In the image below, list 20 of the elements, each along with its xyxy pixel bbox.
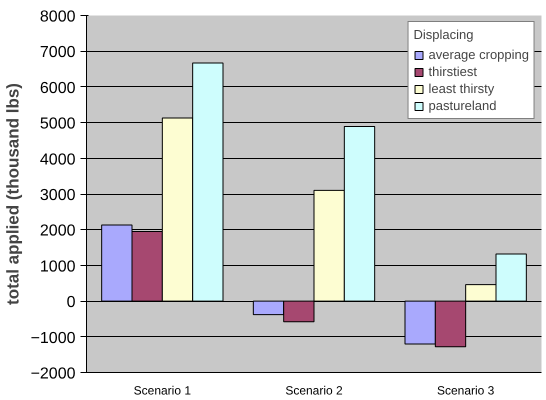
legend-title: Displacing xyxy=(414,27,475,42)
y-tick-label: 8000 xyxy=(40,8,76,26)
y-tick-label: 0 xyxy=(66,294,76,312)
x-tick-label: Scenario 1 xyxy=(134,384,192,398)
legend-label: average cropping xyxy=(428,47,529,62)
legend-label: pastureland xyxy=(428,98,496,113)
y-tick-label: 5000 xyxy=(40,116,76,133)
x-tick-label: Scenario 3 xyxy=(436,384,495,398)
y-tick-label: 4000 xyxy=(40,151,76,168)
y-tick-label: 1000 xyxy=(40,258,76,276)
y-tick-label: 2000 xyxy=(40,222,76,240)
y-tick-label: −2000 xyxy=(30,366,76,382)
legend-label: least thirsty xyxy=(428,81,494,96)
y-axis-title: total applied (thousand lbs) xyxy=(4,83,23,305)
y-tick-label: 3000 xyxy=(40,187,76,204)
x-tick-label: Scenario 2 xyxy=(285,384,344,398)
y-tick-label: −1000 xyxy=(30,330,76,347)
y-tick-label: 7000 xyxy=(40,44,76,62)
legend-label: thirstiest xyxy=(428,64,477,79)
y-tick-label: 6000 xyxy=(40,80,76,97)
